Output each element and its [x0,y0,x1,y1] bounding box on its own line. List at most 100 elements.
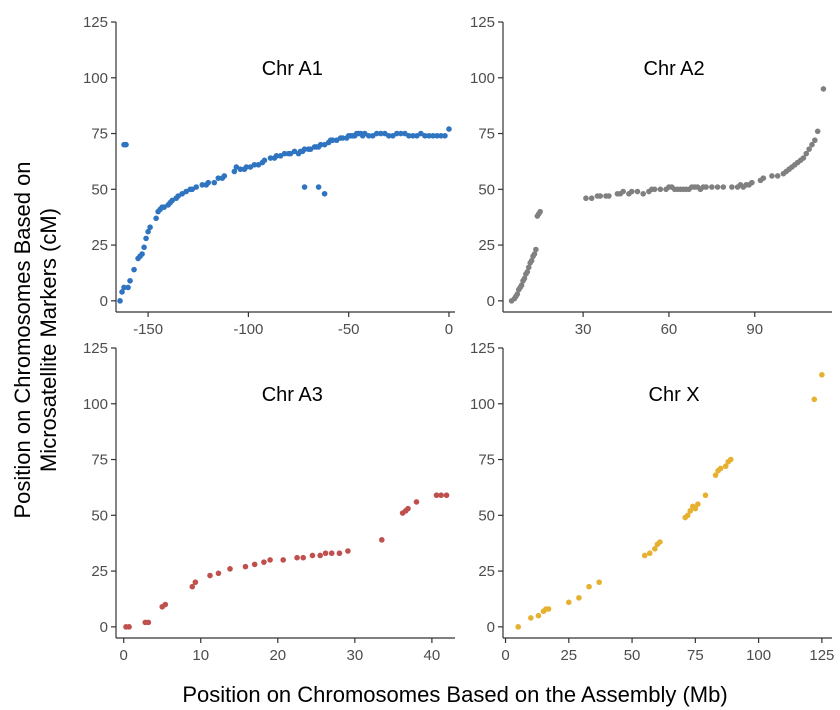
y-tick-label: 100 [470,396,495,413]
data-point [377,130,384,137]
data-point [242,563,249,570]
x-tick-label: 90 [746,321,763,338]
data-point [760,175,767,181]
data-point [119,289,125,295]
data-point [328,550,335,557]
data-point [702,492,709,499]
y-tick-label: 75 [478,126,495,143]
data-point [657,186,664,193]
data-point [273,153,280,159]
y-tick-label: 75 [478,452,495,469]
data-point [261,559,267,565]
data-point [386,132,392,139]
y-tick-label: 50 [91,507,108,524]
data-point [525,264,532,271]
data-point [720,184,727,190]
data-point [192,579,199,586]
data-point [145,228,151,235]
data-point [774,173,781,179]
data-point [345,548,351,554]
data-point [588,195,595,202]
data-point [251,561,258,568]
data-point [769,173,775,179]
data-point [433,492,440,499]
data-point [533,246,539,253]
data-point [634,188,641,195]
data-point [709,184,715,190]
data-point [712,472,719,478]
data-point [211,179,218,186]
x-tick-label: 30 [346,647,363,664]
data-point [651,186,658,193]
data-point [193,184,200,190]
data-point [267,155,274,161]
data-point [657,539,663,545]
x-tick-label: 0 [445,321,453,338]
x-tick-label: 0 [120,647,128,664]
x-tick-label: 125 [809,647,834,664]
x-tick-label: 100 [746,647,771,664]
data-point [640,190,646,197]
data-point [684,512,691,519]
data-point [717,465,724,472]
data-point [145,619,152,626]
panel-title: Chr A3 [262,384,323,406]
panel-0: 0 25 50 75 100 125 -150 -100 -50 0 Chr A1 [83,14,455,338]
y-tick-label: 25 [91,563,108,580]
data-point [566,599,572,606]
y-tick-label: 75 [91,126,108,143]
panel-1: 0 25 50 75 100 125 30 60 90 Chr A2 [470,14,832,338]
data-point [695,501,701,507]
data-point [521,275,528,282]
data-point [365,132,372,139]
data-point [379,537,385,543]
data-point [339,135,346,141]
y-tick-label: 50 [91,181,108,198]
panel-title: Chr X [649,384,700,406]
y-tick-label: 0 [487,293,495,310]
y-tick-label: 125 [470,14,495,31]
data-point [221,173,228,179]
y-tick-label: 25 [478,237,495,254]
data-point [814,128,821,135]
y-tick-label: 75 [91,452,108,469]
data-point [199,182,206,188]
x-tick-label: 20 [269,647,286,664]
data-point [528,615,534,621]
x-tick-label: -100 [233,321,263,338]
data-point [537,208,543,215]
data-point [243,164,250,170]
data-point [322,550,329,557]
data-point [410,132,416,139]
data-point [205,179,212,186]
data-point [597,193,604,199]
data-point [267,557,273,563]
data-point [301,184,308,190]
data-point [596,579,602,586]
y-tick-label: 0 [100,293,108,310]
data-point [413,499,420,505]
data-point [139,251,145,257]
y-tick-label: 25 [478,563,495,580]
data-point [294,554,300,561]
y-tick-label: 100 [83,70,108,87]
data-point [207,572,213,579]
data-point [280,557,286,563]
data-point [806,146,812,152]
x-tick-label: 50 [624,647,641,664]
data-point [215,175,222,181]
data-point [141,244,147,251]
data-point [535,612,542,619]
y-axis-title-line-2: Microsatellite Markers (cM) [36,208,61,472]
data-point [426,132,432,139]
data-point [147,224,153,231]
data-point [443,492,450,499]
data-point [189,583,196,590]
x-tick-label: 0 [501,647,509,664]
data-point [126,624,132,630]
data-point [300,554,307,561]
data-point [703,184,709,190]
data-point [729,184,735,190]
data-point [803,150,810,157]
data-point [727,456,734,463]
